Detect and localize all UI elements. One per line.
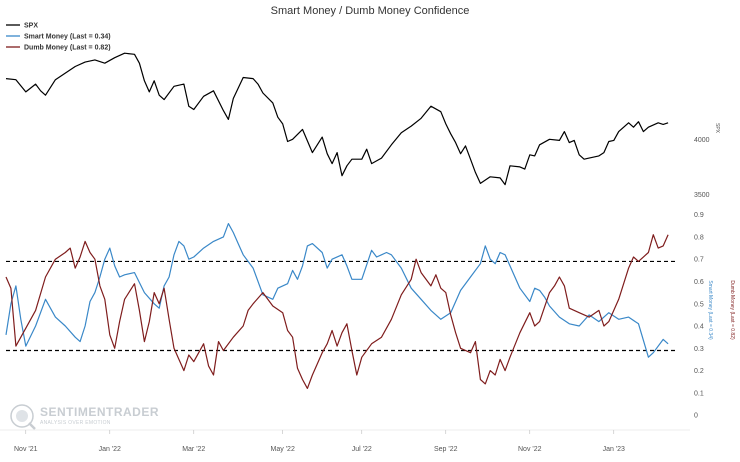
confidence-tick-label: 0.3 xyxy=(694,346,704,353)
axes-layer: 4000 3500 0.9 0.8 0.7 0.6 0.5 0.4 0.3 0.2 0.1 0 Nov … xyxy=(0,137,710,453)
x-tick-label: Nov '21 xyxy=(14,446,38,453)
confidence-tick-label: 0.5 xyxy=(694,301,704,308)
confidence-tick-label: 0.4 xyxy=(694,324,704,331)
watermark-logo-icon xyxy=(10,404,34,428)
spx-axis-title: SPX xyxy=(714,123,720,134)
x-tick-label: Nov '22 xyxy=(518,446,542,453)
confidence-tick-label: 0.2 xyxy=(694,368,704,375)
watermark: SENTIMENTRADER ANALYSIS OVER EMOTION xyxy=(10,404,159,430)
legend-label-smart-money: Smart Money (Last = 0.34) xyxy=(24,34,111,41)
spx-tick-label: 3500 xyxy=(694,192,710,199)
x-tick-label: Mar '22 xyxy=(182,446,205,453)
spx-tick-label: 4000 xyxy=(694,137,710,144)
spx-line xyxy=(5,52,669,186)
confidence-tick-label: 0.6 xyxy=(694,279,704,286)
series-layer xyxy=(5,52,678,389)
x-tick-label: Jan '22 xyxy=(99,446,121,453)
x-tick-label: Jul '22 xyxy=(352,446,372,453)
watermark-tagline: ANALYSIS OVER EMOTION xyxy=(40,420,111,426)
x-tick-label: Sep '22 xyxy=(434,446,458,453)
watermark-brand: SENTIMENTRADER xyxy=(40,405,159,419)
legend-label-dumb-money: Dumb Money (Last = 0.82) xyxy=(24,45,111,52)
confidence-tick-label: 0.8 xyxy=(694,234,704,241)
legend-label-spx: SPX xyxy=(24,23,38,30)
smart-money-line xyxy=(5,223,669,358)
confidence-tick-label: 0.1 xyxy=(694,390,704,397)
smart-money-axis-title: Smart Money (Last = 0.34) xyxy=(707,280,713,340)
confidence-tick-label: 0 xyxy=(694,413,698,420)
chart-title: Smart Money / Dumb Money Confidence xyxy=(271,5,470,17)
x-tick-label: Jan '23 xyxy=(603,446,625,453)
watermark-logo-handle-icon xyxy=(28,422,36,430)
watermark-logo-core-icon xyxy=(16,410,28,422)
confidence-tick-label: 0.7 xyxy=(694,257,704,264)
dumb-money-axis-title: Dumb Money (Last = 0.82) xyxy=(729,280,735,340)
legend: SPX Smart Money (Last = 0.34) Dumb Money… xyxy=(6,23,111,52)
dumb-money-line xyxy=(5,234,669,389)
x-tick-label: May '22 xyxy=(271,446,295,453)
confidence-tick-label: 0.9 xyxy=(694,212,704,219)
